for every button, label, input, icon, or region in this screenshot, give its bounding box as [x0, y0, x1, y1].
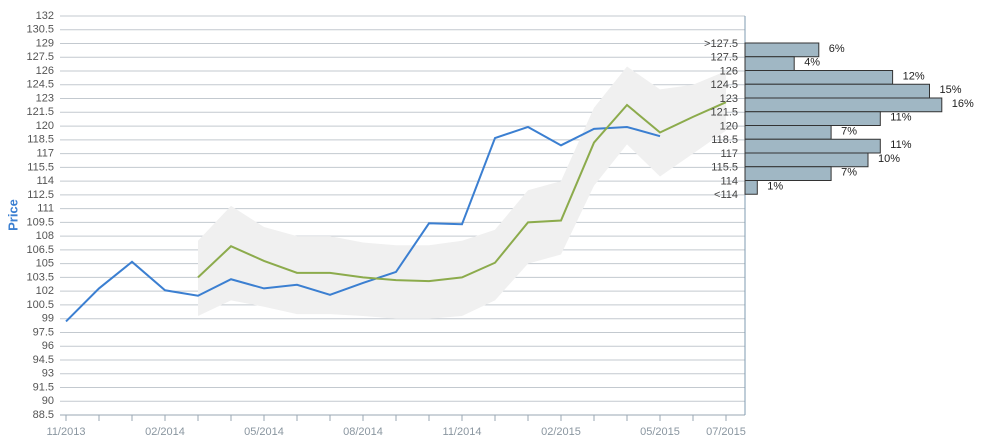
x-tick-label: 11/2014 [443, 426, 482, 438]
bin-label: 117 [720, 148, 738, 160]
x-tick-label: 02/2014 [145, 426, 185, 438]
x-tick-label: 07/2015 [706, 426, 746, 438]
y-tick-label: 117 [36, 147, 54, 159]
bin-label: 124.5 [710, 79, 738, 91]
bin-label: >127.5 [704, 38, 738, 50]
value-label: 7% [841, 125, 857, 137]
y-tick-label: 96 [42, 340, 54, 352]
value-label: 4% [804, 57, 820, 69]
x-tick-label: 11/2013 [47, 426, 86, 438]
histogram-bar [744, 138, 881, 154]
y-tick-label: 132 [36, 10, 54, 22]
value-label: 15% [940, 84, 962, 96]
y-tick-label: 90 [42, 395, 54, 407]
y-axis-label: Price [5, 199, 20, 231]
x-tick-label: 08/2014 [343, 426, 383, 438]
histogram-bar [744, 166, 832, 181]
y-tick-label: 124.5 [26, 79, 54, 91]
histogram-bar [744, 42, 820, 58]
histogram-bar [744, 56, 795, 71]
value-label: 11% [890, 112, 911, 124]
histogram-bar [744, 152, 869, 168]
histogram-bar [744, 111, 881, 126]
line-series [65, 125, 661, 323]
bin-label: <114 [714, 189, 738, 201]
y-tick-label: 114 [36, 175, 54, 187]
y-tick-label: 91.5 [33, 381, 54, 393]
x-tick-label: 05/2014 [244, 426, 284, 438]
y-tick-label: 111 [37, 203, 54, 215]
y-tick-label: 126 [36, 65, 54, 77]
bin-label: 126 [720, 65, 738, 77]
y-tick-label: 88.5 [33, 409, 54, 421]
y-tick-label: 106.5 [26, 244, 54, 256]
y-tick-label: 129 [36, 37, 54, 49]
bin-label: 115.5 [711, 162, 738, 174]
y-tick-label: 105 [36, 258, 54, 270]
bin-label: 120 [720, 120, 738, 132]
value-label: 16% [952, 98, 974, 110]
bin-label: 127.5 [710, 52, 738, 64]
value-label: 11% [890, 139, 911, 151]
histogram-bar [744, 83, 930, 99]
y-tick-label: 115.5 [27, 161, 54, 173]
value-label: 1% [767, 180, 783, 192]
value-label: 12% [903, 70, 925, 82]
histogram-bar [744, 70, 894, 85]
y-tick-label: 100.5 [26, 299, 54, 311]
x-tick-label: 05/2015 [640, 426, 680, 438]
bin-label: 123 [720, 93, 738, 105]
y-tick-label: 109.5 [26, 216, 54, 228]
value-label: 6% [829, 43, 845, 55]
y-tick-label: 127.5 [26, 51, 54, 63]
x-tick-label: 02/2015 [541, 426, 581, 438]
histogram-bar [744, 125, 832, 140]
bin-label: 118.5 [711, 134, 738, 146]
histogram-bar [744, 180, 758, 195]
histogram-bar [744, 97, 943, 113]
y-tick-label: 108 [36, 230, 54, 242]
y-tick-label: 102 [36, 285, 54, 297]
y-tick-label: 99 [42, 313, 54, 325]
confidence-band [198, 66, 726, 319]
y-tick-label: 103.5 [26, 271, 54, 283]
y-tick-label: 123 [36, 92, 54, 104]
y-tick-label: 118.5 [27, 134, 54, 146]
value-label: 7% [841, 167, 857, 179]
y-tick-label: 94.5 [33, 354, 54, 366]
bin-label: 121.5 [710, 107, 738, 119]
value-label: 10% [878, 153, 900, 165]
line-series [197, 101, 727, 283]
y-tick-label: 97.5 [33, 326, 54, 338]
y-tick-label: 112.5 [27, 189, 54, 201]
y-tick-label: 121.5 [26, 106, 54, 118]
y-tick-label: 93 [42, 368, 54, 380]
y-tick-label: 120 [36, 120, 54, 132]
bin-label: 114 [720, 175, 738, 187]
y-tick-label: 130.5 [26, 24, 54, 36]
